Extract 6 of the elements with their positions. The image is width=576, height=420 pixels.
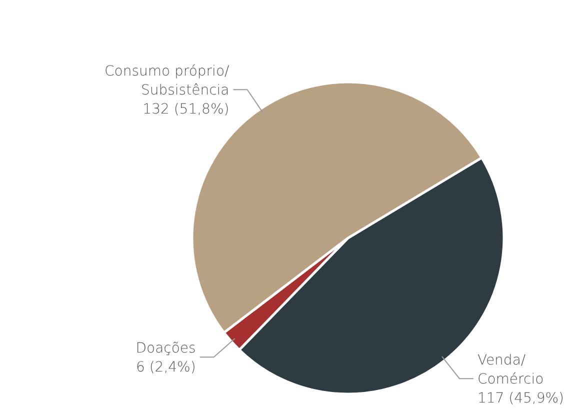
data-label: 117 (45,9%) [477, 390, 564, 407]
data-label: 6 (2,4%) [136, 360, 196, 376]
slice-label: Consumo próprio/Subsistência [104, 64, 230, 99]
slice-label: Venda/Comércio [477, 352, 544, 388]
data-label: 132 (51,8%) [142, 102, 230, 118]
slice-label: Doações [136, 340, 196, 357]
